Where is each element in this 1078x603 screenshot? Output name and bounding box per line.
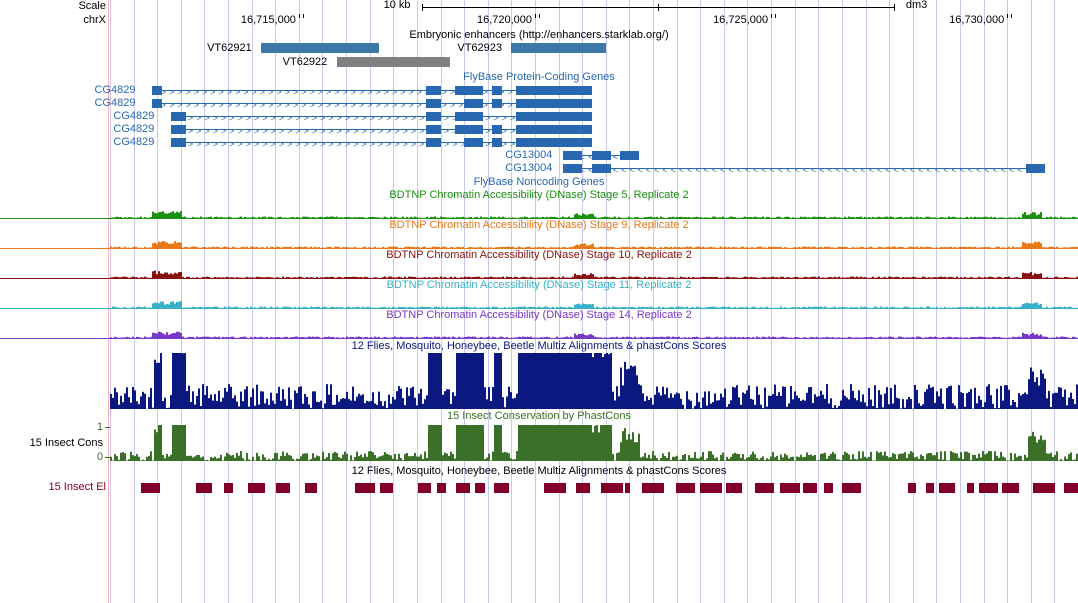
gene-label: CG4829 [113, 136, 154, 148]
dnase-title: BDTNP Chromatin Accessibility (DNase) St… [0, 249, 1078, 261]
multiz-title: 12 Flies, Mosquito, Honeybee, Beetle Mul… [0, 339, 1078, 353]
conserved-element[interactable] [196, 483, 212, 493]
gene-model[interactable]: CG4829>>>>>>>>>>>>>>>>>>>>>>>>>>>>>>>>>>… [0, 123, 1078, 136]
gene-model[interactable]: CG4829>>>>>>>>>>>>>>>>>>>>>>>>>>>>>>>>>>… [0, 110, 1078, 123]
phastcons-ymax: 1 [97, 421, 103, 433]
conserved-element[interactable] [676, 483, 695, 493]
conserved-element[interactable] [979, 483, 998, 493]
scale-length-text: 10 kb [384, 0, 411, 11]
gene-label: CG13004 [505, 162, 552, 174]
dnase-title: BDTNP Chromatin Accessibility (DNase) St… [0, 309, 1078, 321]
multiz-wiggle [110, 353, 1078, 409]
gene-model[interactable]: CG13004<<<<<<<<<<<<<<<<<<<<<<<<<<<<<<<<<… [0, 162, 1078, 175]
conserved-element[interactable] [1002, 483, 1019, 493]
genome-browser: Scale 10 kb dm3 chrX 16,715,00016,720,00… [0, 0, 1078, 603]
phastcons-row[interactable]: 15 Insect Conservation by PhastCons 1 0 … [0, 409, 1078, 464]
elements-row[interactable]: 15 Insect El [0, 478, 1078, 498]
gene-track-title[interactable]: FlyBase Protein-Coding Genes [0, 70, 1078, 84]
conserved-element[interactable] [939, 483, 955, 493]
axis-tick [105, 457, 110, 458]
gene-label: CG4829 [94, 97, 135, 109]
gene-model[interactable]: CG13004<<<<<<<<<<<<<<<<<<<<<<<<<<<<<<<<<… [0, 149, 1078, 162]
dnase-track[interactable]: BDTNP Chromatin Accessibility (DNase) St… [0, 279, 1078, 309]
dnase-title: BDTNP Chromatin Accessibility (DNase) St… [0, 219, 1078, 231]
conserved-element[interactable] [726, 483, 743, 493]
conserved-element[interactable] [276, 483, 290, 493]
elements-title[interactable]: 12 Flies, Mosquito, Honeybee, Beetle Mul… [0, 464, 1078, 478]
enhancer-label: VT62922 [283, 56, 328, 68]
dnase-title: BDTNP Chromatin Accessibility (DNase) St… [0, 279, 1078, 291]
conserved-element[interactable] [456, 483, 471, 493]
conserved-element[interactable] [437, 483, 446, 493]
conserved-element[interactable] [601, 483, 622, 493]
conserved-element[interactable] [576, 483, 590, 493]
gene-model[interactable]: CG4829>>>>>>>>>>>>>>>>>>>>>>>>>>>>>>>>>>… [0, 97, 1078, 110]
gene-label: CG4829 [113, 123, 154, 135]
enhancer-row: VT62921 VT62923 [0, 42, 1078, 56]
conserved-element[interactable] [755, 483, 773, 493]
conserved-element[interactable] [494, 483, 509, 493]
multiz-row[interactable]: 12 Flies, Mosquito, Honeybee, Beetle Mul… [0, 339, 1078, 409]
conserved-element[interactable] [248, 483, 266, 493]
scale-label: Scale [78, 0, 106, 12]
elements-left-label: 15 Insect El [49, 481, 106, 493]
gene-model[interactable]: CG4829>>>>>>>>>>>>>>>>>>>>>>>>>>>>>>>>>>… [0, 84, 1078, 97]
enhancer-block[interactable] [511, 43, 605, 53]
scale-row: Scale 10 kb dm3 [0, 0, 1078, 14]
gene-label: CG4829 [113, 110, 154, 122]
phastcons-title: 15 Insect Conservation by PhastCons [0, 409, 1078, 423]
enhancer-block[interactable] [337, 57, 450, 67]
conserved-element[interactable] [908, 483, 916, 493]
conserved-element[interactable] [1033, 483, 1055, 493]
coord-row: chrX 16,715,00016,720,00016,725,00016,73… [0, 14, 1078, 28]
conserved-element[interactable] [224, 483, 233, 493]
gene-container: CG4829>>>>>>>>>>>>>>>>>>>>>>>>>>>>>>>>>>… [0, 84, 1078, 149]
conserved-element[interactable] [544, 483, 565, 493]
conserved-element[interactable] [926, 483, 934, 493]
dnase-track[interactable]: BDTNP Chromatin Accessibility (DNase) St… [0, 309, 1078, 339]
enhancer-block[interactable] [261, 43, 379, 53]
conserved-element[interactable] [700, 483, 722, 493]
conserved-element[interactable] [842, 483, 861, 493]
conserved-element[interactable] [967, 483, 974, 493]
phastcons-wiggle [110, 425, 1078, 461]
conserved-element[interactable] [355, 483, 375, 493]
enhancer-track-title[interactable]: Embryonic enhancers (http://enhancers.st… [0, 28, 1078, 42]
axis-tick [105, 427, 110, 428]
phastcons-left-label: 15 Insect Cons [30, 437, 103, 449]
conserved-element[interactable] [475, 483, 485, 493]
noncoding-track-title[interactable]: FlyBase Noncoding Genes [0, 175, 1078, 189]
conserved-element[interactable] [625, 483, 631, 493]
conserved-element[interactable] [418, 483, 431, 493]
enhancer-label: VT62923 [457, 42, 502, 54]
conserved-element[interactable] [803, 483, 817, 493]
gene2-container: CG13004<<<<<<<<<<<<<<<<<<<<<<<<<<<<<<<<<… [0, 149, 1078, 175]
conserved-element[interactable] [642, 483, 664, 493]
dnase-track[interactable]: BDTNP Chromatin Accessibility (DNase) St… [0, 219, 1078, 249]
assembly-text: dm3 [906, 0, 927, 11]
dnase-track[interactable]: BDTNP Chromatin Accessibility (DNase) St… [0, 189, 1078, 219]
enhancer-label: VT62921 [207, 42, 252, 54]
conserved-element[interactable] [780, 483, 800, 493]
chrom-label: chrX [83, 14, 106, 26]
gene-model[interactable]: CG4829>>>>>>>>>>>>>>>>>>>>>>>>>>>>>>>>>>… [0, 136, 1078, 149]
dnase-container: BDTNP Chromatin Accessibility (DNase) St… [0, 189, 1078, 339]
enhancer-row: VT62922 [0, 56, 1078, 70]
dnase-title: BDTNP Chromatin Accessibility (DNase) St… [0, 189, 1078, 201]
gene-label: CG13004 [505, 149, 552, 161]
conserved-element[interactable] [141, 483, 160, 493]
conserved-element[interactable] [380, 483, 393, 493]
gene-label: CG4829 [94, 84, 135, 96]
conserved-element[interactable] [305, 483, 317, 493]
conserved-element[interactable] [824, 483, 833, 493]
conserved-element[interactable] [1064, 483, 1078, 493]
dnase-track[interactable]: BDTNP Chromatin Accessibility (DNase) St… [0, 249, 1078, 279]
phastcons-ymin: 0 [97, 451, 103, 463]
